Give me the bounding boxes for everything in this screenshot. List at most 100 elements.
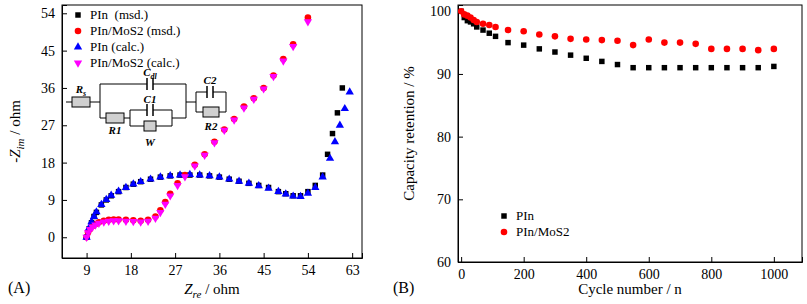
data-point: [567, 36, 574, 43]
data-point: [583, 36, 590, 43]
data-point: [245, 179, 253, 186]
tick-mark: [308, 253, 309, 258]
tick-label: 0: [48, 230, 55, 245]
tick-label: 60: [437, 255, 451, 270]
circuit-inset: RsCdlR1C1WC2R2: [66, 66, 226, 148]
data-point: [166, 171, 174, 178]
circuit-element: [72, 97, 90, 107]
tick-label: 18: [124, 263, 138, 278]
legend: PInPIn/MoS2: [501, 208, 570, 239]
data-point: [755, 65, 760, 70]
circuit-wire: [124, 118, 130, 119]
legend-item: PIn/MoS2 (calc.): [74, 55, 180, 70]
circuit-wire: [219, 112, 226, 113]
data-point: [326, 154, 334, 161]
tick-label: 90: [437, 67, 451, 82]
tick-label: 400: [576, 267, 597, 282]
tick: 27: [169, 253, 183, 278]
data-point: [215, 172, 223, 179]
tick-mark: [711, 257, 712, 262]
data-point: [340, 85, 345, 90]
axis-line: [459, 6, 464, 263]
circuit-label: Rs: [75, 83, 86, 98]
plot-area: [458, 8, 777, 70]
circuit-label: R1: [108, 124, 122, 136]
data-point: [341, 104, 349, 111]
data-point: [520, 28, 527, 35]
data-point: [144, 219, 152, 226]
data-point: [279, 59, 287, 66]
tick-label: 45: [41, 44, 55, 59]
panel: 9182736455463091827364554Zre / ohm-Zim /…: [7, 5, 363, 300]
figure: 9182736455463091827364554Zre / ohm-Zim /…: [0, 0, 807, 304]
tick: 0: [458, 257, 465, 282]
tick: 45: [41, 44, 67, 59]
legend: PIn (msd.)PIn/MoS2 (msd.)PIn (calc.)PIn/…: [74, 7, 180, 70]
data-point: [200, 153, 208, 160]
data-point: [583, 56, 588, 61]
circuit-wire: [196, 92, 207, 93]
tick: 70: [437, 192, 463, 207]
circuit-wire: [66, 102, 72, 103]
data-point: [318, 172, 326, 179]
data-point: [336, 120, 344, 127]
data-point: [552, 49, 557, 54]
tick: 45: [257, 253, 271, 278]
tick-label: 800: [701, 267, 722, 282]
data-point: [114, 218, 122, 225]
data-point: [114, 186, 122, 193]
tick-label: 45: [257, 263, 271, 278]
data-point: [289, 191, 297, 198]
panel-label: (A): [8, 279, 30, 297]
tick-label: 36: [213, 263, 227, 278]
data-point: [311, 183, 319, 190]
circuit-wire: [153, 110, 172, 111]
circuit-wire: [213, 92, 226, 93]
tick-label: 9: [84, 263, 91, 278]
tick: 27: [41, 118, 67, 133]
data-point: [92, 207, 100, 214]
tick: 9: [84, 253, 91, 278]
legend-item: PIn/MoS2: [501, 224, 570, 239]
legend-marker: [74, 61, 82, 68]
x-axis-title: Zre / ohm: [184, 281, 240, 300]
circuit-wire: [100, 118, 106, 119]
data-point: [486, 22, 493, 29]
data-point: [708, 46, 715, 53]
data-point: [709, 65, 714, 70]
data-point: [129, 179, 137, 186]
y-axis: 091827364554: [41, 6, 67, 259]
data-point: [220, 128, 228, 135]
tick-label: 200: [514, 267, 535, 282]
data-point: [129, 219, 137, 226]
x-axis: 02004006008001000: [458, 257, 802, 282]
tick: 800: [701, 257, 722, 282]
data-point: [677, 39, 684, 46]
tick-label: 54: [41, 6, 55, 21]
data-point: [335, 110, 340, 115]
circuit-wire: [186, 102, 196, 103]
legend-label: PIn: [516, 208, 535, 223]
tick-mark: [458, 74, 463, 75]
circuit-label: C1: [144, 93, 157, 105]
circuit-element: [146, 104, 148, 116]
circuit-label: C2: [204, 74, 217, 86]
data-point: [137, 177, 145, 184]
data-point: [191, 164, 199, 171]
series: [82, 19, 312, 242]
tick-mark: [62, 125, 67, 126]
circuit-wire: [153, 84, 186, 85]
circuit-wire: [90, 102, 100, 103]
data-point: [269, 74, 277, 81]
tick: 36: [41, 81, 67, 96]
tick: 54: [41, 6, 67, 21]
tick-mark: [458, 137, 463, 138]
data-point: [240, 105, 248, 112]
data-point: [521, 42, 526, 47]
data-point: [137, 220, 145, 227]
tick-mark: [87, 253, 88, 258]
data-point: [662, 65, 667, 70]
circuit-wire: [196, 112, 203, 113]
legend-label: PIn/MoS2: [516, 224, 569, 239]
data-point: [151, 216, 159, 223]
